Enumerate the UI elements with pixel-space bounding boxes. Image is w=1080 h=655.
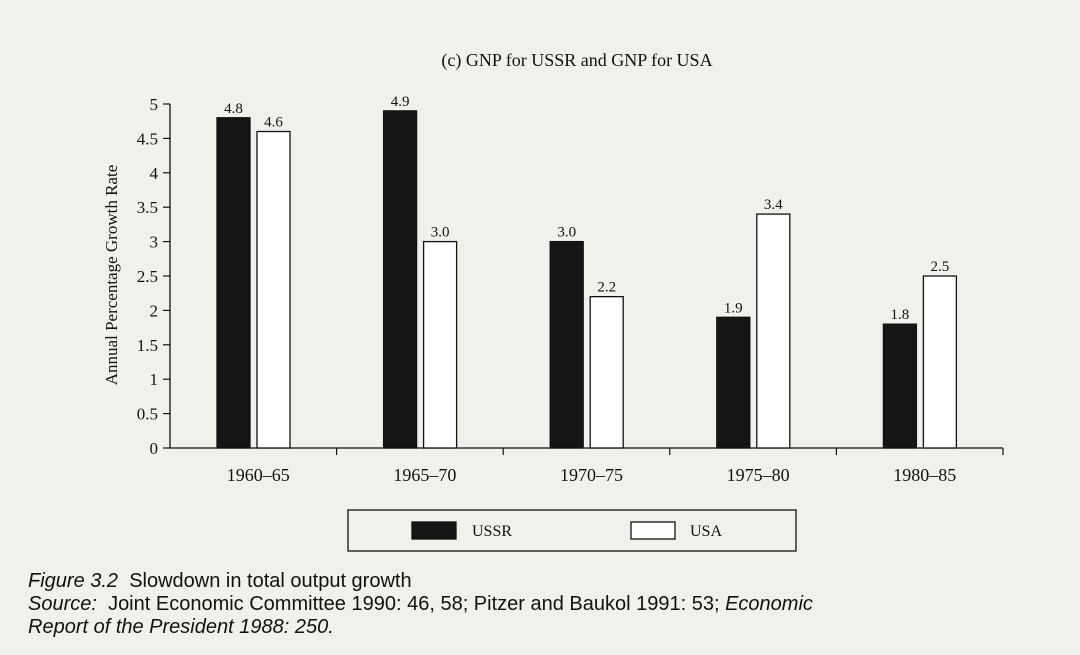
bar-ussr [382,110,418,449]
y-tick-label: 2.5 [137,267,158,286]
bar-ussr [716,316,751,449]
data-label-usa: 4.6 [264,115,283,131]
y-tick-label: 1 [150,370,159,389]
y-tick-label: 5 [150,95,159,114]
figure-caption: Figure 3.2 Slowdown in total output grow… [28,570,1068,639]
source-italic-part-1: Economic [725,593,813,615]
legend-swatch-usa [630,521,676,540]
caption-source-line-2: Report of the President 1988: 250. [28,616,1068,639]
bar-usa [256,130,291,449]
data-label-ussr: 3.0 [557,225,576,241]
legend: USSR USA [347,509,797,552]
bar-ussr [882,323,918,449]
data-label-usa: 2.5 [931,259,950,275]
y-axis-ticks: 0 0.5 1 1.5 2 2.5 3 3.5 4 4.5 5 [137,95,170,458]
y-tick-label: 2 [150,301,159,320]
bar-ussr [549,240,584,449]
source-label: Source: [28,593,97,615]
bars: 4.8 4.6 4.9 3.0 3.0 2.2 1.9 3.4 1.8 2.5 [216,94,958,449]
caption-source-line: Source: Joint Economic Committee 1990: 4… [28,593,1068,616]
y-tick-label: 3.5 [137,198,158,217]
data-label-usa: 3.4 [764,197,783,213]
y-tick-label: 0 [150,439,159,458]
bar-chart: (c) GNP for USSR and GNP for USA Annual … [102,50,1004,552]
y-tick-label: 4 [150,164,159,183]
x-tick-label: 1965–70 [393,465,456,485]
bar-usa [756,213,791,449]
bar-usa [422,240,458,449]
axes [169,104,1003,449]
figure-label: Figure 3.2 [28,570,119,592]
y-axis-label: Annual Percentage Growth Rate [102,165,121,385]
source-italic-part-2: Report of the President 1988: 250. [28,616,334,638]
legend-box [347,509,797,552]
data-label-usa: 3.0 [431,225,450,241]
legend-swatch-ussr [411,521,457,540]
y-tick-label: 1.5 [137,336,158,355]
y-tick-label: 3 [150,233,159,252]
bar-usa [922,275,958,449]
data-label-usa: 2.2 [597,280,616,296]
data-label-ussr: 1.9 [724,300,743,316]
source-text: Joint Economic Committee 1990: 46, 58; P… [108,593,720,615]
legend-label-ussr: USSR [472,523,512,540]
bar-ussr [216,117,251,449]
figure-title: Slowdown in total output growth [129,570,412,592]
x-tick-label: 1970–75 [560,465,623,485]
caption-title-line: Figure 3.2 Slowdown in total output grow… [28,570,1068,593]
x-tick-label: 1980–85 [893,465,956,485]
y-tick-label: 4.5 [137,129,158,148]
data-label-ussr: 4.9 [391,94,410,110]
y-tick-label: 0.5 [137,405,158,424]
legend-label-usa: USA [690,523,722,540]
data-label-ussr: 1.8 [891,307,910,323]
chart-title: (c) GNP for USSR and GNP for USA [441,50,712,71]
x-tick-label: 1960–65 [227,465,290,485]
x-tick-label: 1975–80 [727,465,790,485]
x-axis-ticks: 1960–65 1965–70 1970–75 1975–80 1980–85 [227,448,1004,485]
bar-usa [589,295,624,449]
data-label-ussr: 4.8 [224,101,243,117]
